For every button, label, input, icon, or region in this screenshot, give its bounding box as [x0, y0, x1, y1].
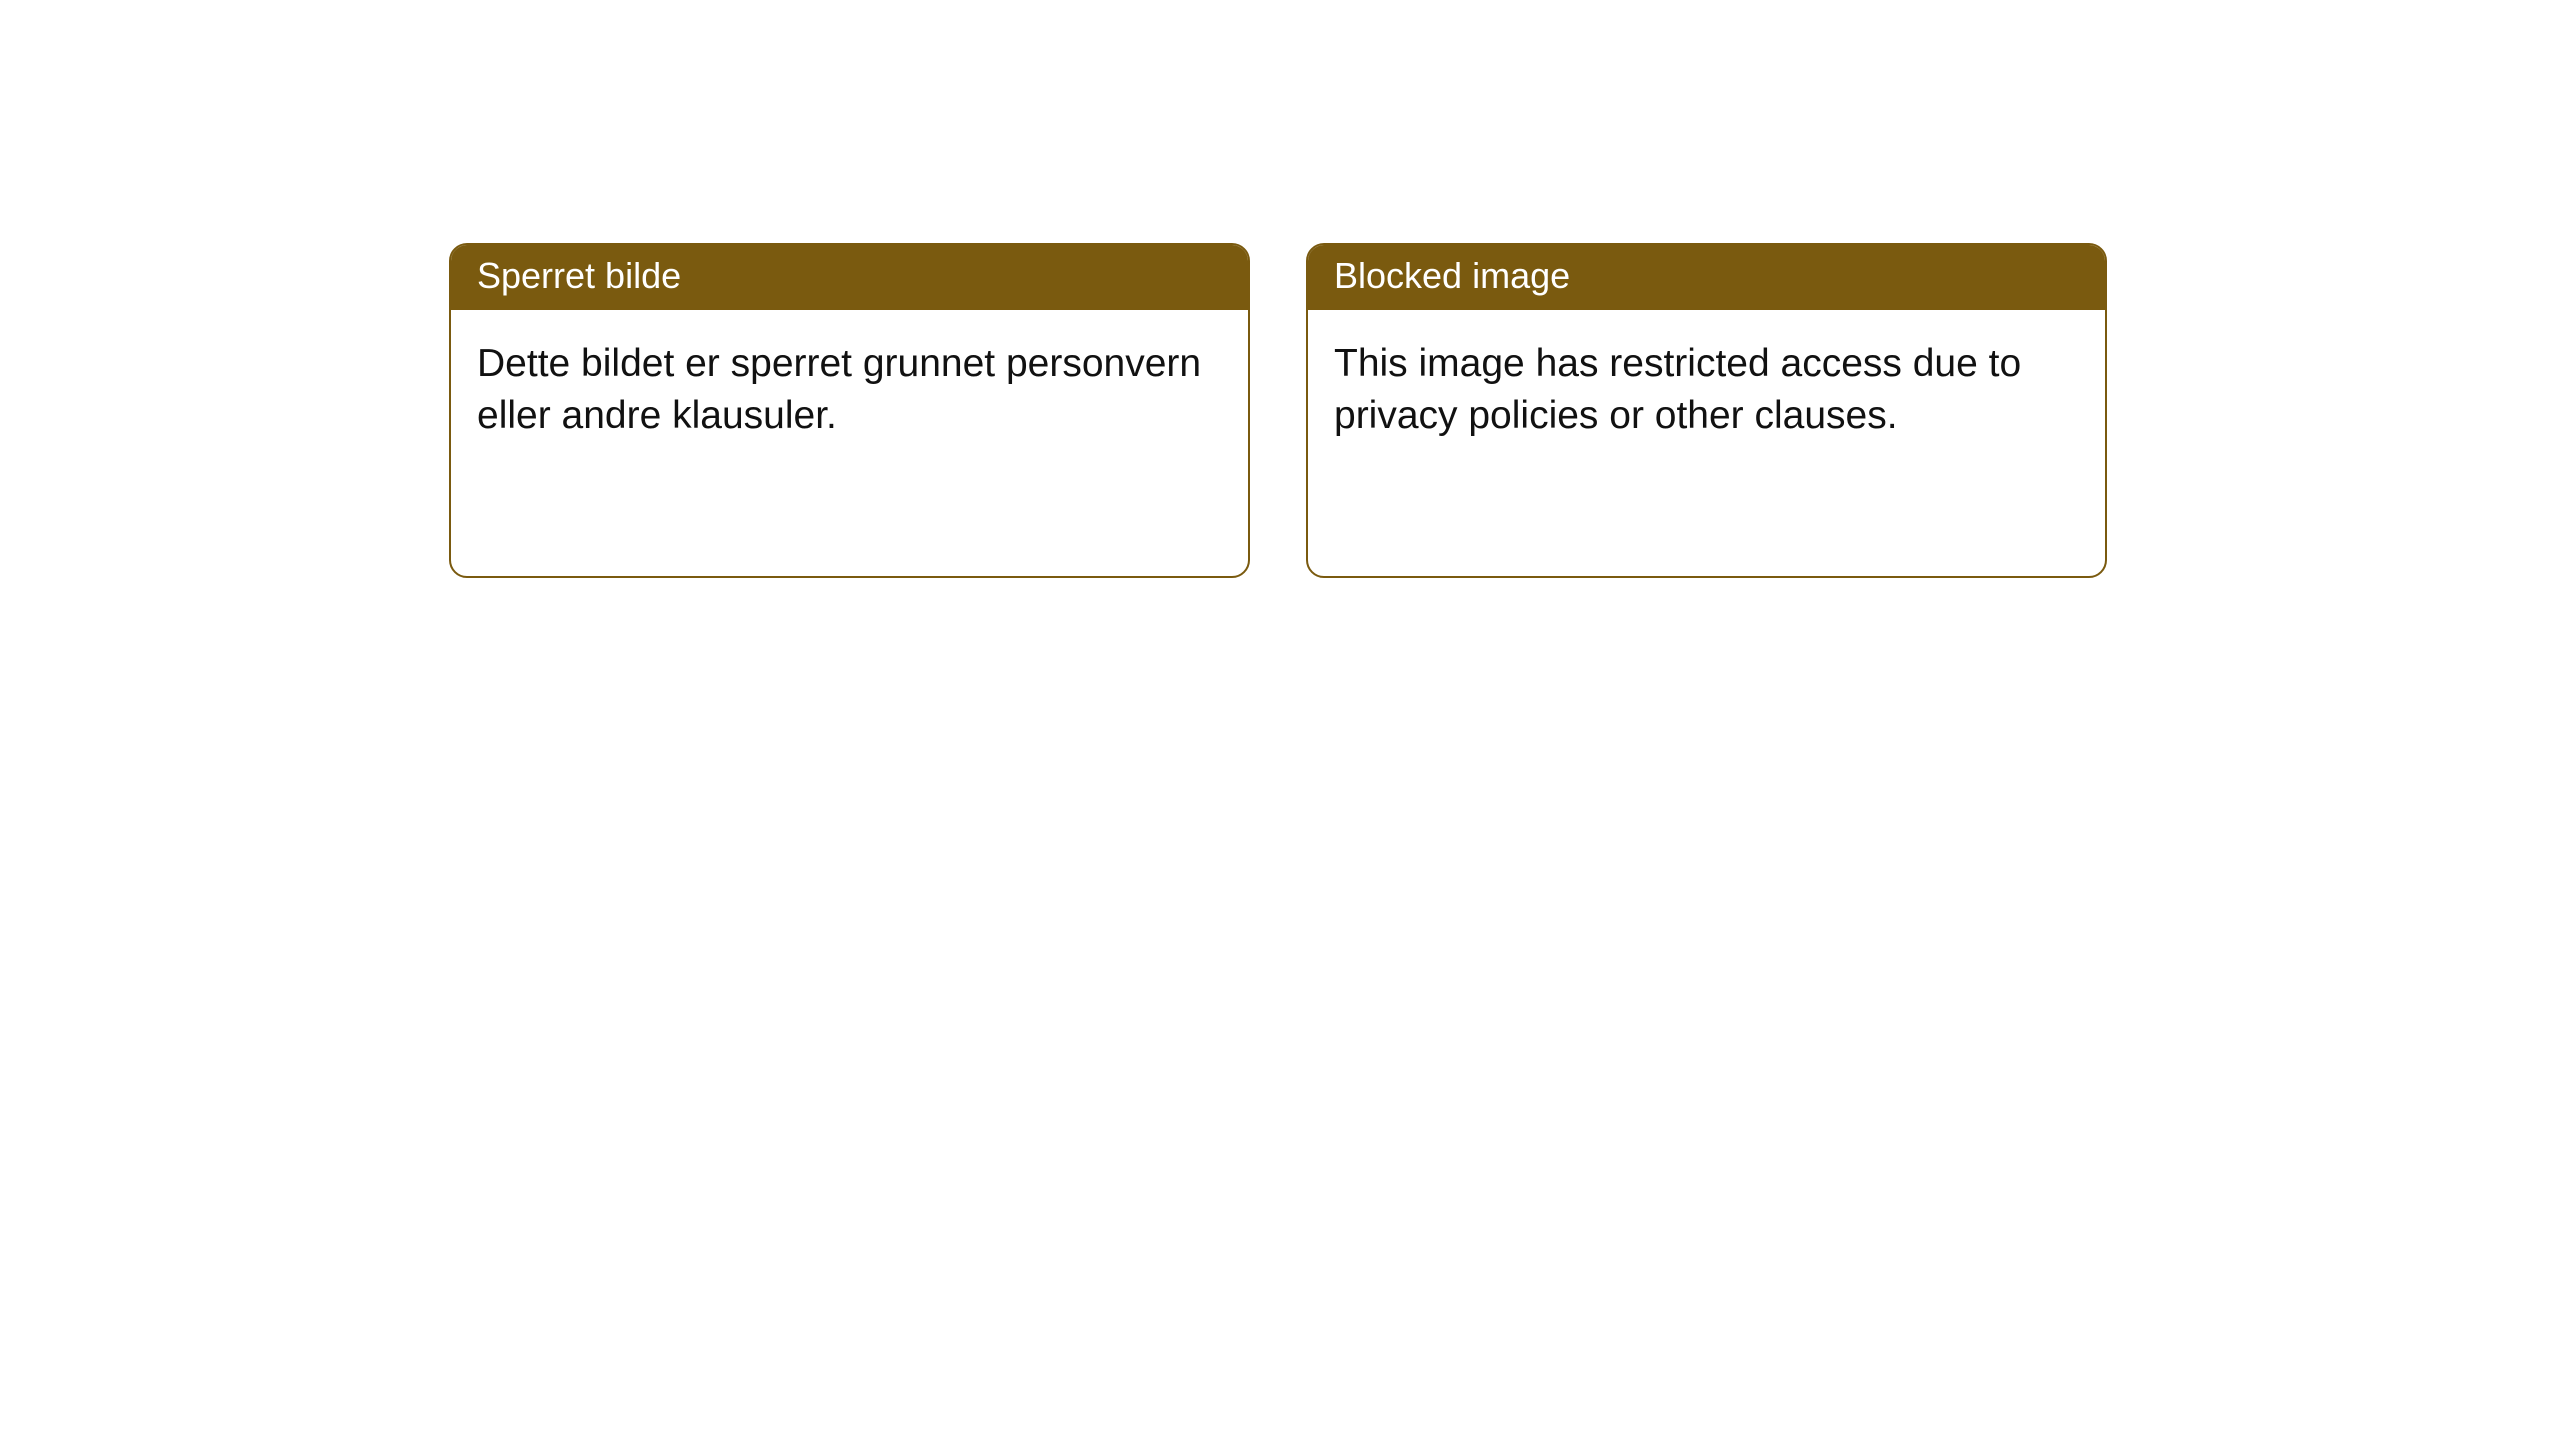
card-header-text: Sperret bilde [477, 255, 681, 296]
card-body-norwegian: Dette bildet er sperret grunnet personve… [451, 310, 1248, 471]
card-header-norwegian: Sperret bilde [451, 245, 1248, 310]
card-body-english: This image has restricted access due to … [1308, 310, 2105, 471]
notice-cards-container: Sperret bilde Dette bildet er sperret gr… [449, 243, 2107, 578]
notice-card-norwegian: Sperret bilde Dette bildet er sperret gr… [449, 243, 1250, 578]
notice-card-english: Blocked image This image has restricted … [1306, 243, 2107, 578]
card-header-text: Blocked image [1334, 255, 1570, 296]
card-header-english: Blocked image [1308, 245, 2105, 310]
card-body-text: Dette bildet er sperret grunnet personve… [477, 342, 1201, 437]
card-body-text: This image has restricted access due to … [1334, 342, 2021, 437]
